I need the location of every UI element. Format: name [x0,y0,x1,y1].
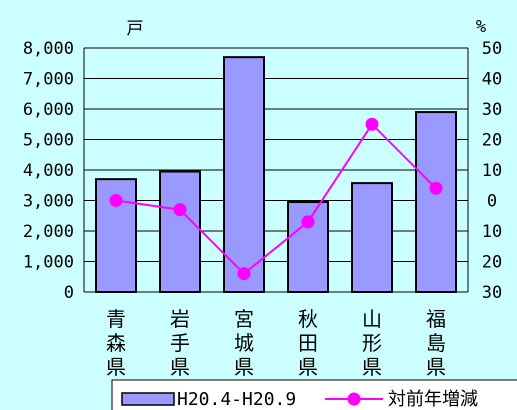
line-point [237,267,251,281]
y-left-tick-label: 2,000 [23,222,74,242]
y-left-tick-label: 7,000 [23,70,74,90]
legend-line-label: 対前年増減 [388,389,478,410]
y-right-tick-label: 0 [487,192,497,212]
legend-line-marker [347,392,361,406]
y-left-tick-label: 6,000 [23,100,74,120]
x-tick-label: 福島県 [426,307,446,379]
y-right-unit: % [476,17,486,37]
bar [223,56,265,294]
y-right-tick-label: 50 [482,39,502,59]
x-tick-label: 山形県 [362,307,382,379]
y-right-tick-label: 30 [482,283,502,303]
bar [415,111,457,293]
y-left-tick-label: 8,000 [23,39,74,59]
bar [159,170,201,293]
y-right-tick-label: 20 [482,131,502,151]
y-right-tick-label: 40 [482,70,502,90]
line-point [109,194,123,207]
legend-bar-swatch [121,392,175,406]
x-tick-label: 青森県 [106,307,126,379]
y-left-tick-label: 1,000 [23,253,74,273]
legend-bar-label: H20.4-H20.9 [177,389,296,410]
y-right-tick-label: 30 [482,100,502,120]
x-tick-label: 秋田県 [298,307,318,379]
y-right-tick-label: 10 [482,161,502,181]
y-right-tick-label: 20 [482,253,502,273]
y-left-tick-label: 3,000 [23,192,74,212]
y-left-unit: 戸 [127,19,144,39]
legend-box [111,379,517,410]
bar [351,182,393,294]
x-tick-label: 岩手県 [170,307,190,379]
line-point [301,215,315,229]
line-series [115,122,437,276]
line-point [173,203,187,217]
y-left-tick-label: 0 [64,283,74,303]
x-tick-label: 宮城県 [234,307,254,379]
y-left-tick-label: 5,000 [23,131,74,151]
line-point [429,181,443,195]
line-point [365,117,379,131]
y-right-tick-label: 10 [482,222,502,242]
y-left-tick-label: 4,000 [23,161,74,181]
